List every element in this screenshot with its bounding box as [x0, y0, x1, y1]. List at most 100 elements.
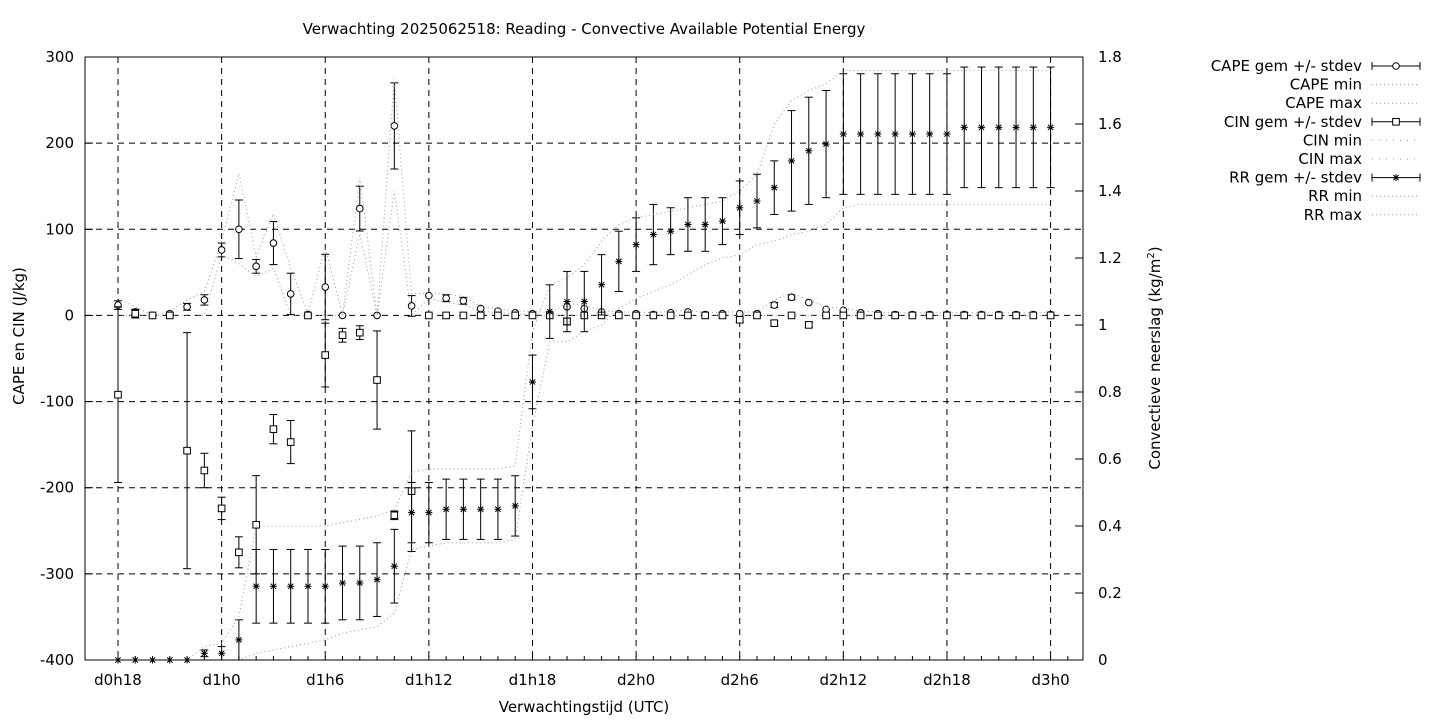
data-point-square	[874, 311, 882, 320]
data-point-square	[373, 376, 381, 384]
data-point-square	[994, 311, 1003, 320]
plot-frame	[84, 56, 1084, 661]
data-point-square	[839, 311, 848, 320]
series-layer	[114, 66, 1055, 664]
data-point-star	[805, 147, 813, 155]
legend-label: CAPE gem +/- stdev	[1211, 57, 1362, 75]
data-point-star	[425, 509, 433, 517]
data-point-star	[546, 308, 554, 316]
data-point-star	[563, 298, 571, 306]
y2-tick-label: 1.6	[1098, 115, 1122, 133]
data-point-circle	[425, 291, 433, 300]
chart-title: Verwachting 2025062518: Reading - Convec…	[303, 20, 866, 38]
data-point-square	[1046, 311, 1055, 320]
data-point-square	[114, 390, 122, 399]
x-axis-label: Verwachtingstijd (UTC)	[499, 698, 670, 716]
data-point-star	[736, 204, 744, 212]
data-point-square	[476, 311, 485, 320]
data-point-square	[856, 311, 865, 320]
data-point-square	[183, 446, 191, 455]
data-point-square	[286, 438, 295, 446]
data-point-square	[805, 321, 813, 329]
data-point-star	[615, 257, 623, 265]
y2-tick-label: 1.2	[1098, 249, 1122, 267]
data-point-star	[891, 130, 899, 138]
legend-label: CAPE max	[1285, 94, 1362, 112]
data-point-square	[1012, 311, 1020, 320]
y-tick-label: -300	[40, 565, 74, 583]
x-tick-label: d2h0	[617, 671, 655, 689]
data-point-square	[252, 520, 260, 529]
y2-tick-label: 1.8	[1098, 48, 1122, 66]
x-tick-label: d0h18	[94, 671, 142, 689]
data-point-star	[1029, 123, 1037, 131]
legend-label: RR min	[1308, 187, 1362, 205]
x-tick-label: d1h18	[509, 671, 557, 689]
x-tick-label: d1h6	[306, 671, 344, 689]
grid	[85, 57, 1083, 660]
data-point-square	[666, 311, 675, 320]
data-point-star	[390, 562, 398, 570]
data-point-star	[269, 582, 277, 590]
data-point-square	[355, 328, 364, 337]
data-point-square	[390, 511, 399, 520]
data-point-star	[408, 509, 416, 517]
legend-label: CIN max	[1298, 150, 1362, 168]
data-point-star	[477, 505, 485, 513]
data-point-star	[632, 241, 640, 249]
y2-tick-label: 0.6	[1098, 450, 1122, 468]
data-point-square	[684, 311, 692, 320]
data-point-star	[770, 184, 778, 192]
data-point-square	[822, 311, 830, 320]
data-point-square	[891, 311, 899, 320]
data-point-star	[200, 649, 208, 657]
y-tick-label: 200	[45, 134, 74, 152]
data-point-square	[494, 311, 502, 320]
data-point-square	[338, 331, 347, 340]
data-point-square	[148, 311, 157, 320]
y-tick-label: -200	[40, 479, 74, 497]
data-point-star	[304, 582, 312, 590]
data-point-star	[218, 649, 226, 657]
series-line-rr-max	[118, 69, 1051, 661]
y2-axis-label: Convectieve neerslag (kg/m2)	[1146, 246, 1164, 469]
data-point-circle	[252, 262, 260, 271]
data-point-square	[960, 311, 969, 320]
data-point-star	[960, 123, 968, 131]
data-point-star	[943, 130, 951, 138]
data-point-star	[649, 231, 657, 239]
data-point-star	[528, 378, 536, 386]
x-tick-label: d3h0	[1032, 671, 1070, 689]
data-point-star	[908, 130, 916, 138]
data-point-square	[442, 311, 450, 320]
data-point-star	[718, 217, 726, 225]
data-point-square	[131, 309, 140, 318]
data-point-circle	[321, 283, 330, 291]
data-point-square	[977, 311, 986, 320]
y-tick-label: 100	[45, 220, 74, 238]
data-point-star	[1012, 123, 1020, 131]
data-point-circle	[459, 296, 468, 305]
data-point-star	[580, 298, 588, 306]
y2-tick-label: 0.8	[1098, 383, 1122, 401]
data-point-circle	[355, 204, 364, 213]
data-point-star	[701, 221, 709, 228]
data-point-square	[217, 504, 226, 513]
legend-label: CIN min	[1303, 131, 1362, 149]
data-point-star	[839, 130, 847, 138]
y-axis-label: CAPE en CIN (J/kg)	[10, 267, 28, 405]
y2-axis-label-end: )	[1146, 246, 1164, 252]
data-point-star	[287, 582, 295, 590]
data-point-star	[874, 130, 882, 138]
data-point-star	[235, 636, 243, 644]
data-point-star	[356, 579, 364, 587]
data-point-circle	[200, 296, 209, 304]
data-point-star	[598, 281, 606, 289]
legend-label: CIN gem +/- stdev	[1224, 113, 1362, 131]
data-point-square	[925, 311, 934, 320]
data-point-circle	[407, 302, 416, 310]
data-point-star	[494, 505, 502, 513]
data-point-star	[252, 582, 260, 590]
data-point-star	[857, 130, 865, 138]
